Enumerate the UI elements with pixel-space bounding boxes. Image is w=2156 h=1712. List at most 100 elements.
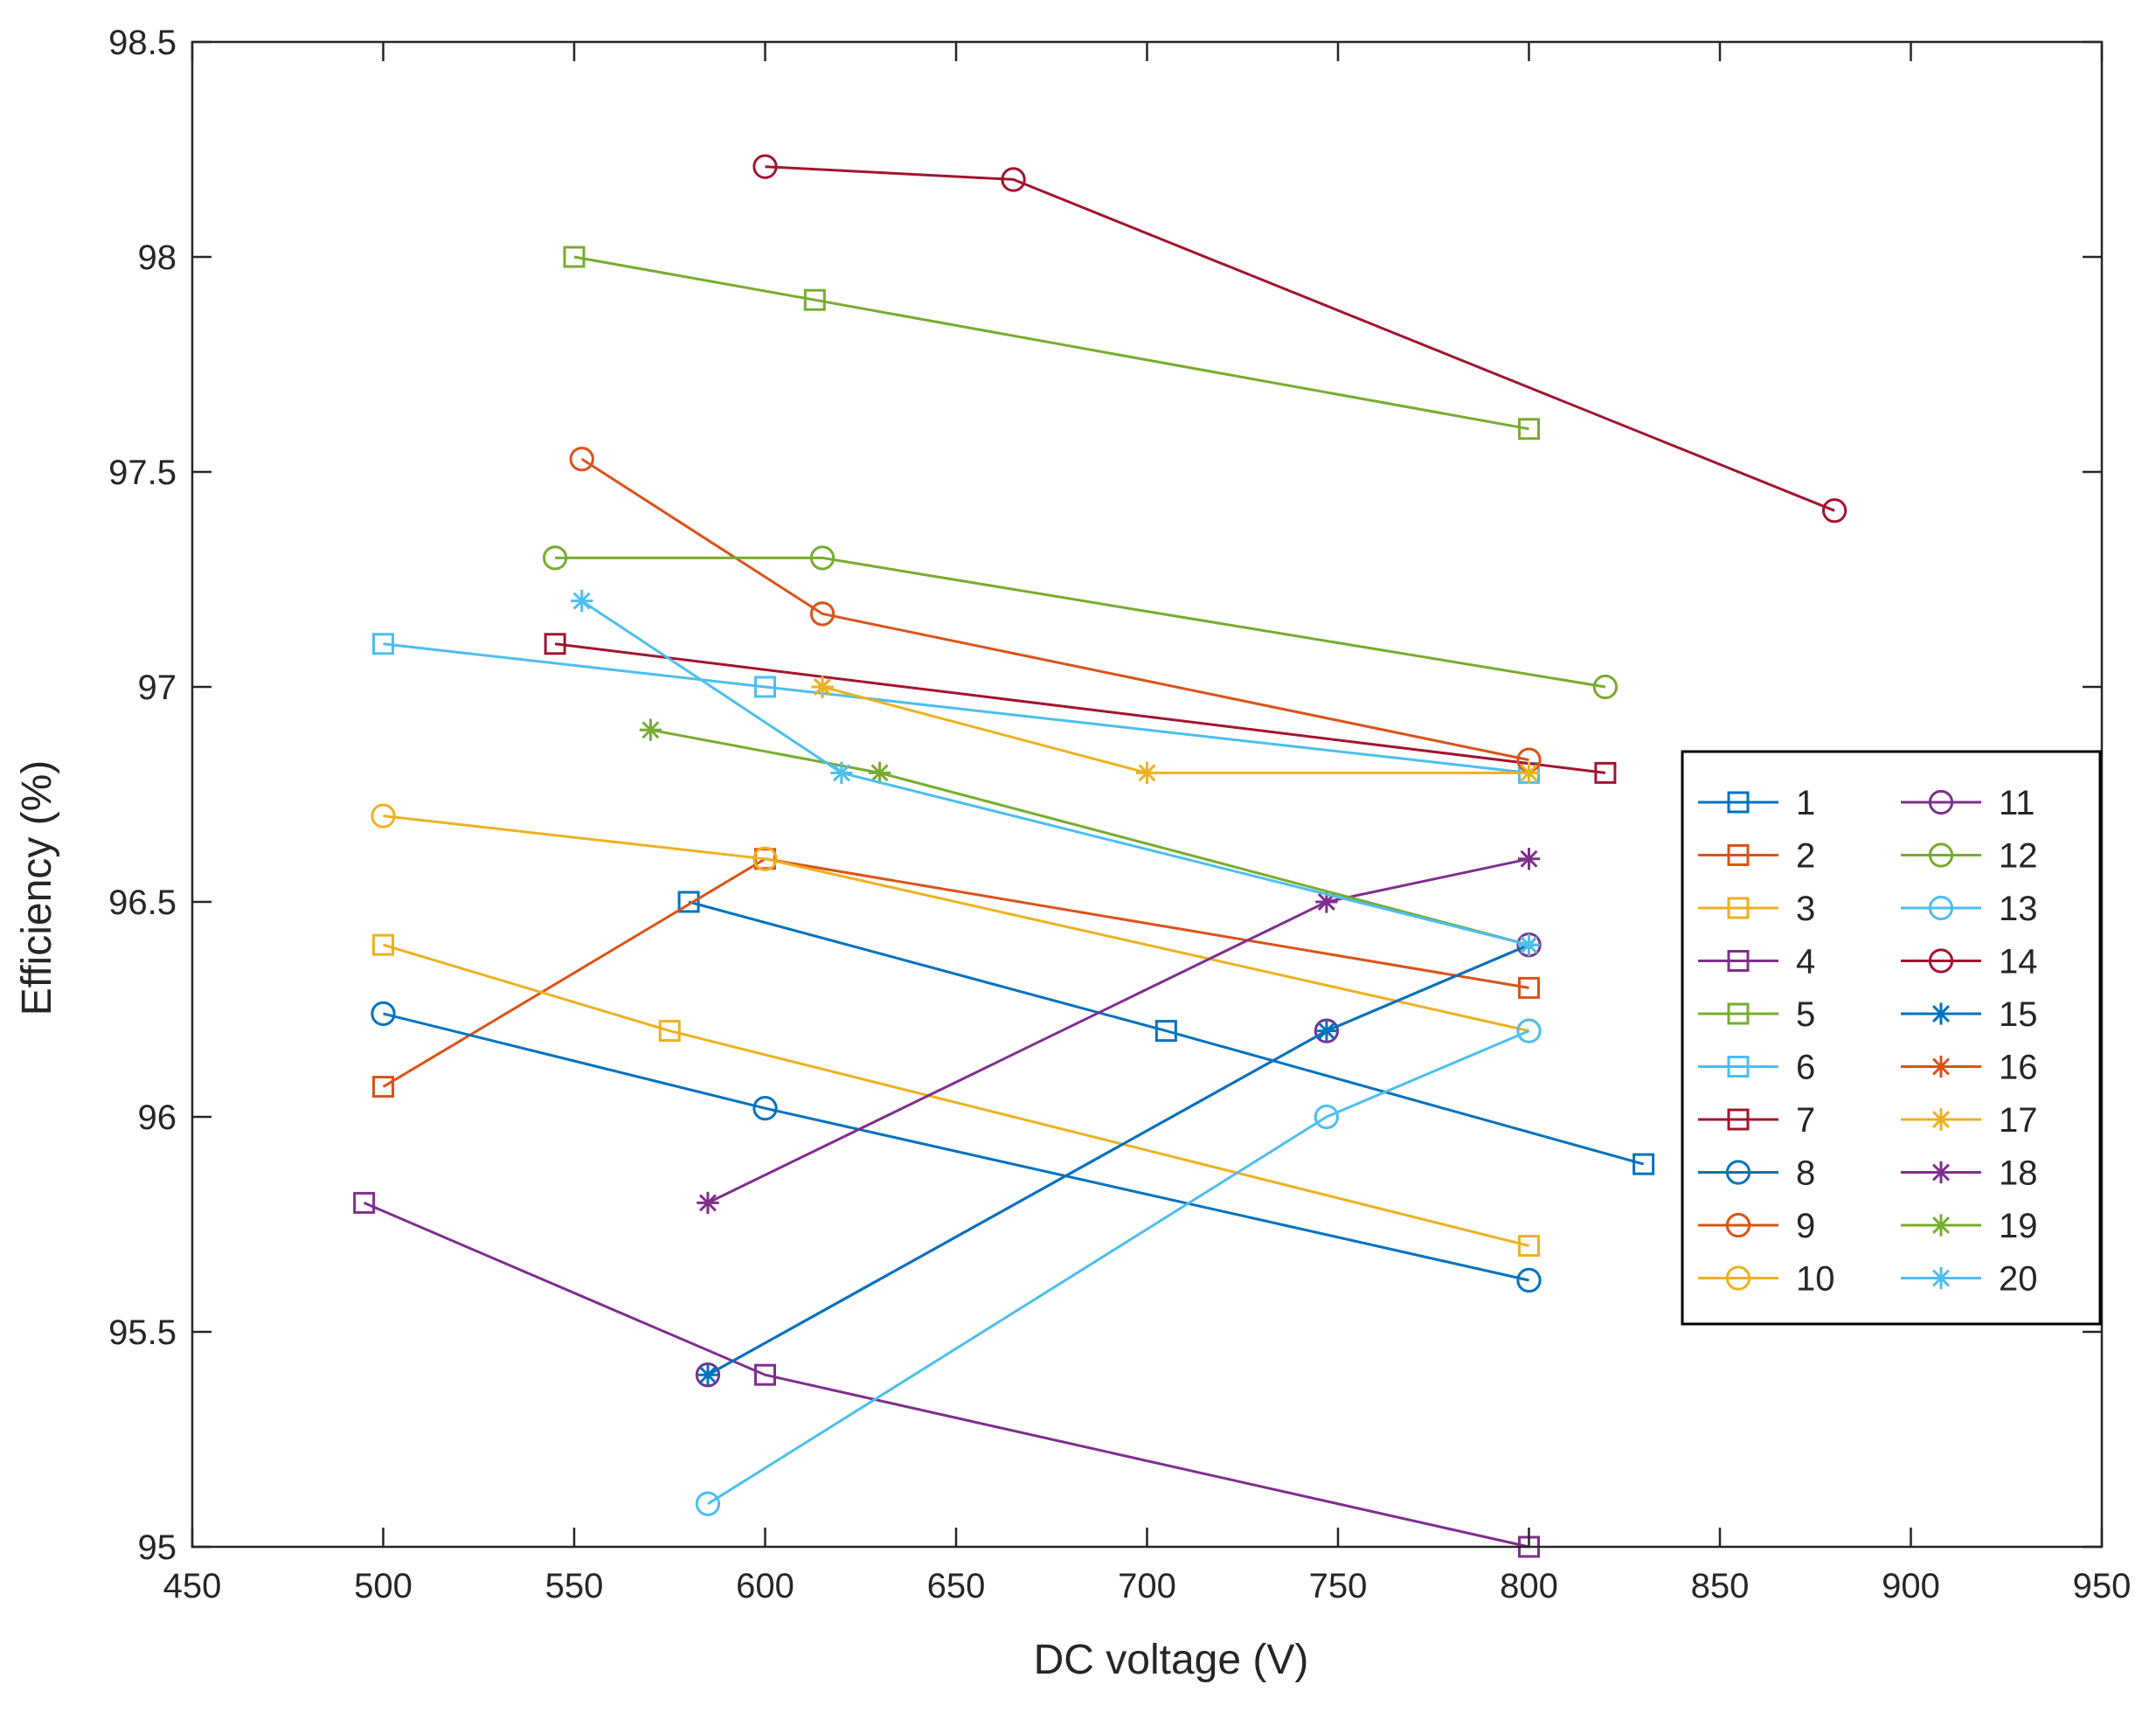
legend-marker bbox=[1727, 1056, 1750, 1078]
legend-box bbox=[1681, 750, 2102, 1326]
legend-label: 12 bbox=[1999, 837, 2038, 876]
legend-entry-16: 16 bbox=[1901, 1049, 2038, 1087]
data-point-5-1 bbox=[563, 246, 586, 268]
legend-entry-18: 18 bbox=[1901, 1154, 2038, 1193]
series-line-14 bbox=[765, 165, 1835, 512]
legend-label: 17 bbox=[1999, 1101, 2038, 1140]
legend-marker bbox=[1930, 1161, 1952, 1184]
data-point-15-2 bbox=[1315, 1019, 1338, 1043]
data-point-18-3 bbox=[1517, 848, 1541, 870]
data-point-13-3 bbox=[1516, 1018, 1542, 1043]
series-line-7 bbox=[554, 642, 1606, 774]
legend-marker bbox=[1727, 1002, 1750, 1025]
legend-label: 20 bbox=[1999, 1260, 2038, 1299]
x-tick-label: 450 bbox=[163, 1567, 222, 1605]
legend-label: 7 bbox=[1796, 1101, 1815, 1140]
legend-label: 9 bbox=[1796, 1207, 1815, 1245]
data-point-8-3 bbox=[1516, 1267, 1542, 1293]
data-point-20-3 bbox=[1517, 933, 1541, 956]
legend-marker bbox=[1928, 895, 1954, 921]
series-line-1 bbox=[688, 900, 1645, 1166]
data-point-14-1 bbox=[752, 154, 778, 179]
series-3 bbox=[372, 933, 1540, 1258]
legend-marker bbox=[1930, 1002, 1952, 1025]
legend-marker bbox=[1928, 842, 1954, 868]
series-line-3 bbox=[383, 943, 1529, 1248]
series-line-8 bbox=[383, 1012, 1529, 1282]
axes-layer: 450 500 550 600 650 700 750 800 850 900 9509595.59… bbox=[108, 24, 2131, 1605]
data-point-9-1 bbox=[569, 447, 594, 472]
legend-entry-8: 8 bbox=[1698, 1154, 1815, 1193]
x-axis-label: DC voltage (V) bbox=[1034, 1637, 1309, 1683]
legend-entry-4: 4 bbox=[1698, 943, 1815, 981]
legend-label: 6 bbox=[1796, 1049, 1815, 1087]
data-point-14-2 bbox=[1001, 167, 1026, 192]
y-tick-label: 96 bbox=[138, 1099, 177, 1137]
legend-entry-9: 9 bbox=[1698, 1207, 1815, 1245]
data-point-1-1 bbox=[677, 891, 700, 913]
data-point-13-2 bbox=[1314, 1104, 1340, 1130]
legend-label: 10 bbox=[1796, 1260, 1835, 1299]
series-13 bbox=[695, 1018, 1542, 1516]
series-18 bbox=[697, 848, 1541, 1215]
series-line-13 bbox=[707, 1029, 1530, 1506]
data-point-12-3 bbox=[1592, 674, 1619, 700]
series-5 bbox=[563, 246, 1540, 440]
series-line-4 bbox=[364, 1202, 1529, 1549]
legend-label: 13 bbox=[1999, 890, 2038, 928]
data-point-17-2 bbox=[1135, 761, 1159, 785]
series-8 bbox=[371, 1001, 1542, 1293]
data-point-20-1 bbox=[571, 589, 593, 613]
legend-label: 2 bbox=[1796, 837, 1815, 876]
data-point-3-1 bbox=[372, 933, 394, 956]
legend-entry-13: 13 bbox=[1901, 890, 2038, 928]
legend-entry-12: 12 bbox=[1901, 837, 2038, 876]
series-line-6 bbox=[383, 642, 1529, 774]
x-tick-label: 700 bbox=[1118, 1567, 1176, 1605]
data-point-4-2 bbox=[754, 1363, 776, 1386]
legend-marker bbox=[1725, 1265, 1751, 1291]
data-point-19-1 bbox=[639, 718, 662, 741]
y-tick-label: 97 bbox=[138, 669, 177, 707]
y-tick-label: 97.5 bbox=[108, 454, 177, 492]
data-point-7-2 bbox=[1594, 761, 1617, 784]
legend-marker bbox=[1930, 1055, 1952, 1078]
legend-marker bbox=[1727, 844, 1750, 866]
data-point-1-3 bbox=[1633, 1153, 1655, 1175]
legend-entry-11: 11 bbox=[1901, 784, 2035, 822]
y-tick-label: 96.5 bbox=[108, 884, 177, 922]
series-20 bbox=[571, 589, 1541, 956]
legend-label: 19 bbox=[1999, 1207, 2038, 1245]
data-point-10-1 bbox=[371, 803, 396, 828]
x-tick-label: 750 bbox=[1309, 1567, 1368, 1605]
series-17 bbox=[811, 676, 1541, 785]
y-tick-label: 95.5 bbox=[108, 1313, 177, 1352]
data-point-10-2 bbox=[752, 846, 778, 871]
data-point-14-3 bbox=[1821, 498, 1848, 523]
legend-marker bbox=[1725, 1160, 1751, 1185]
legend-marker bbox=[1928, 789, 1954, 815]
data-point-15-1 bbox=[697, 1363, 719, 1386]
legend-entry-14: 14 bbox=[1901, 943, 2038, 981]
legend-label: 15 bbox=[1999, 995, 2038, 1034]
legend-marker bbox=[1930, 1266, 1952, 1290]
legend-label: 1 bbox=[1796, 784, 1815, 822]
data-point-3-3 bbox=[1518, 1235, 1540, 1258]
legend-marker bbox=[1725, 1212, 1751, 1238]
data-point-9-2 bbox=[809, 601, 835, 627]
legend-label: 5 bbox=[1796, 995, 1815, 1034]
data-point-8-1 bbox=[371, 1001, 396, 1027]
series-12 bbox=[543, 545, 1619, 700]
series-line-9 bbox=[580, 457, 1529, 762]
legend-marker bbox=[1727, 897, 1750, 919]
series-line-5 bbox=[573, 255, 1529, 431]
legend-label: 4 bbox=[1796, 943, 1815, 981]
legend-entry-15: 15 bbox=[1901, 995, 2038, 1034]
x-tick-label: 800 bbox=[1500, 1567, 1558, 1605]
legend-entry-7: 7 bbox=[1698, 1101, 1815, 1140]
series-7 bbox=[544, 633, 1617, 784]
y-tick-label: 98.5 bbox=[108, 24, 177, 62]
legend-marker bbox=[1928, 948, 1954, 974]
y-tick-label: 95 bbox=[138, 1528, 177, 1567]
